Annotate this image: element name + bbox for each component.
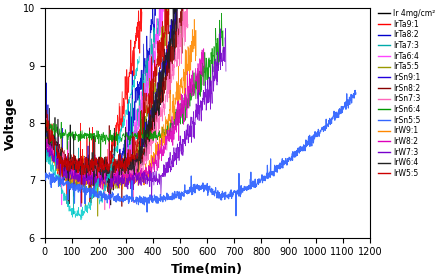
X-axis label: Time(min): Time(min) (171, 263, 243, 276)
Y-axis label: Voltage: Voltage (4, 96, 17, 150)
Legend: Ir 4mg/cm², IrTa9:1, IrTa8:2, IrTa7:3, IrTa6:4, IrTa5:5, IrSn9:1, IrSn8:2, IrSn7: Ir 4mg/cm², IrTa9:1, IrTa8:2, IrTa7:3, I… (377, 7, 437, 180)
